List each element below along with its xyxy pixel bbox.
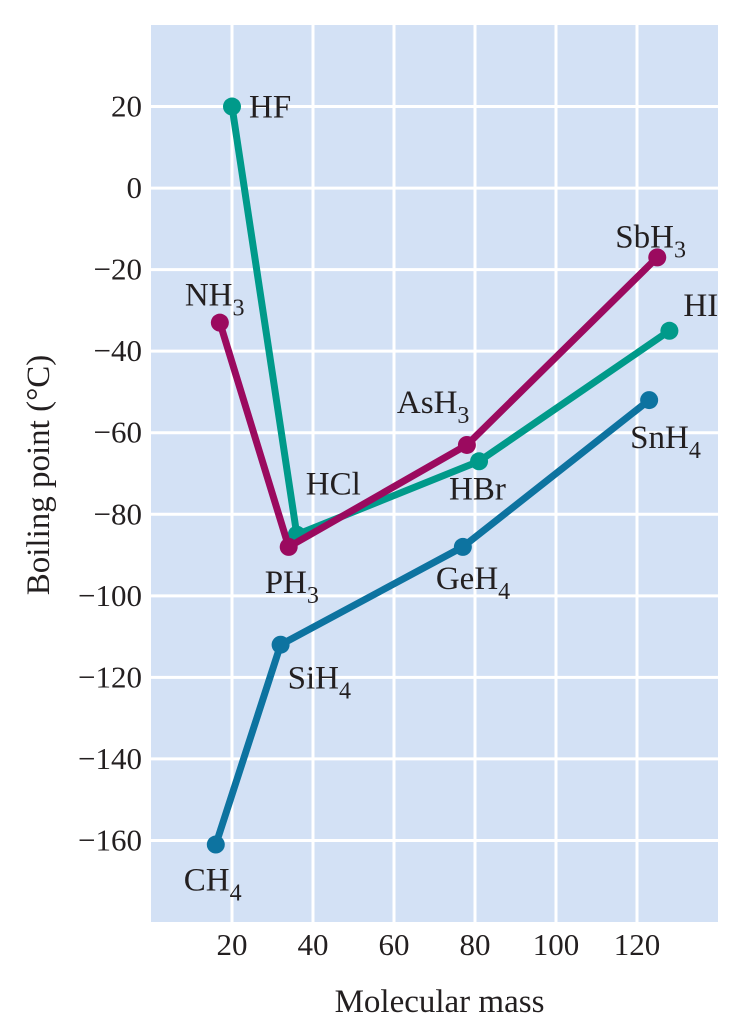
- data-series: [206, 97, 679, 854]
- y-tick-label: −140: [78, 741, 142, 776]
- y-tick-label: −100: [78, 578, 142, 613]
- point-label: HF: [249, 90, 291, 126]
- y-tick-label: −120: [78, 659, 142, 694]
- data-point: [210, 313, 229, 332]
- point-label: GeH4: [436, 561, 510, 605]
- point-label: SbH3: [615, 219, 686, 263]
- data-point: [660, 321, 679, 340]
- y-tick-label: −20: [94, 252, 142, 287]
- point-label: SiH4: [288, 661, 351, 705]
- y-tick-label: −80: [94, 496, 142, 531]
- data-point: [206, 835, 225, 854]
- y-tick-label: −160: [78, 822, 142, 857]
- y-tick-labels: 20 0 −20 −40 −60 −80 −100 −120 −140 −160: [78, 89, 142, 858]
- x-tick-label: 40: [298, 927, 329, 962]
- point-labels: HF HCl HBr HI NH3 PH3 AsH3 SbH3 CH4 SiH4 GeH4 SnH4: [184, 90, 718, 907]
- x-tick-labels: 20 40 60 80 100 120: [217, 927, 661, 962]
- point-label: HI: [683, 288, 718, 324]
- x-tick-label: 100: [533, 927, 580, 962]
- data-point: [640, 391, 659, 410]
- data-point: [470, 452, 489, 471]
- data-point: [271, 635, 290, 654]
- point-label: HCl: [306, 467, 361, 503]
- x-tick-label: 120: [614, 927, 661, 962]
- point-label: PH3: [265, 565, 319, 609]
- point-label: CH4: [184, 863, 242, 907]
- point-label: AsH3: [397, 385, 470, 429]
- point-label: SnH4: [630, 420, 701, 464]
- x-tick-label: 20: [217, 927, 248, 962]
- data-point: [648, 248, 667, 267]
- point-label: NH3: [185, 278, 245, 322]
- y-axis-title: Boiling point (°C): [21, 355, 57, 596]
- x-tick-label: 60: [379, 927, 410, 962]
- series-line: [228, 103, 673, 539]
- y-tick-label: 0: [127, 170, 143, 205]
- data-point: [223, 97, 241, 116]
- data-point: [279, 537, 298, 556]
- data-point: [457, 435, 476, 454]
- x-axis-title: Molecular mass: [335, 984, 545, 1020]
- point-label: HBr: [449, 471, 506, 507]
- y-tick-label: −40: [94, 333, 142, 368]
- data-point: [453, 537, 472, 556]
- y-tick-label: −60: [94, 415, 142, 450]
- series-line: [212, 396, 653, 849]
- y-tick-label: 20: [111, 89, 142, 124]
- x-tick-label: 80: [460, 927, 491, 962]
- series-line: [216, 253, 661, 551]
